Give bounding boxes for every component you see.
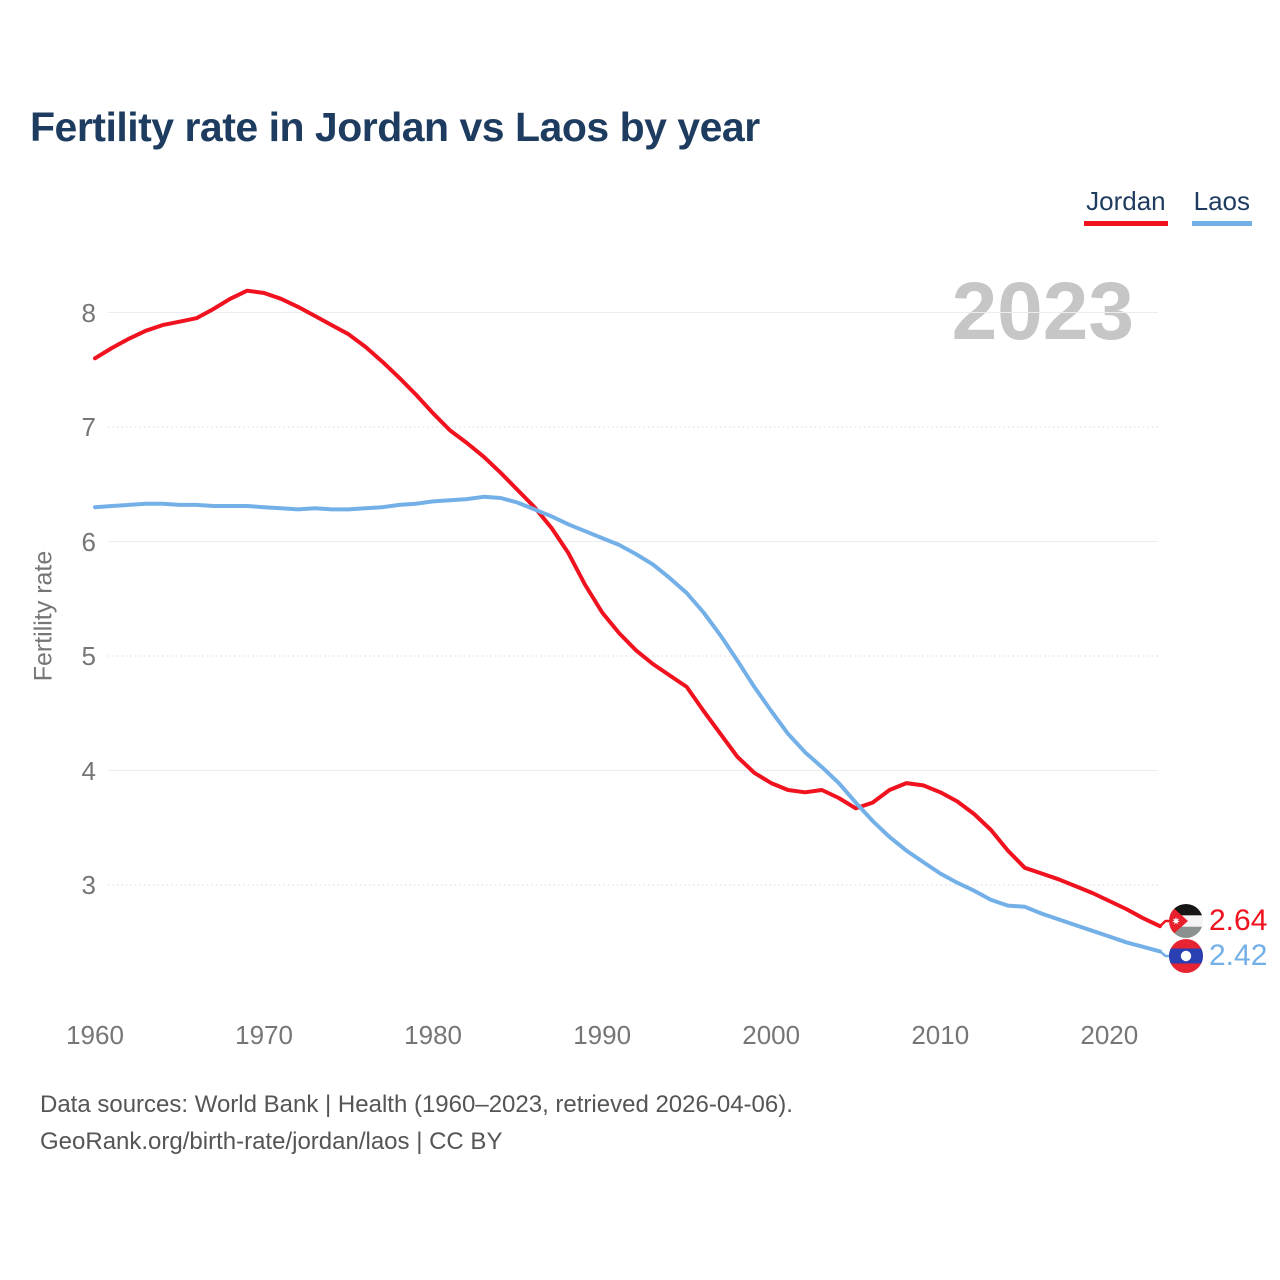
x-tick-label-1970: 1970: [235, 1020, 293, 1050]
x-tick-label-1990: 1990: [573, 1020, 632, 1050]
x-tick-label-1960: 1960: [66, 1020, 124, 1050]
end-value-laos: 2.42: [1209, 939, 1268, 972]
series-line-jordan: [93, 288, 1162, 929]
y-tick-label-6: 6: [81, 526, 96, 557]
legend-item-jordan[interactable]: Jordan: [1084, 186, 1168, 226]
footer: Data sources: World Bank | Health (1960–…: [40, 1086, 793, 1160]
year-watermark: 2023: [951, 266, 1134, 357]
y-tick-label-3: 3: [81, 870, 96, 900]
series-line-laos: [93, 494, 1162, 954]
x-tick-label-1980: 1980: [404, 1020, 463, 1050]
x-tick-label-2010: 2010: [911, 1020, 970, 1050]
y-tick-label-4: 4: [81, 755, 96, 786]
y-tick-label-8: 8: [81, 297, 96, 328]
end-value-jordan: 2.64: [1209, 904, 1268, 937]
y-tick-label-5: 5: [81, 641, 96, 671]
footer-source-line: Data sources: World Bank | Health (1960–…: [40, 1091, 793, 1118]
laos-flag-icon: [1169, 939, 1203, 973]
legend: Jordan Laos: [1084, 186, 1252, 226]
page-title: Fertility rate in Jordan vs Laos by year: [30, 104, 760, 150]
x-tick-label-2000: 2000: [742, 1020, 801, 1050]
series-lines: [93, 288, 1162, 954]
gridlines: [108, 312, 1158, 886]
footer-attribution-line: GeoRank.org/birth-rate/jordan/laos | CC …: [40, 1128, 503, 1155]
jordan-flag-icon: [1169, 904, 1203, 938]
y-tick-label-7: 7: [81, 412, 96, 442]
x-tick-label-2020: 2020: [1080, 1020, 1139, 1050]
legend-item-laos[interactable]: Laos: [1191, 186, 1252, 226]
